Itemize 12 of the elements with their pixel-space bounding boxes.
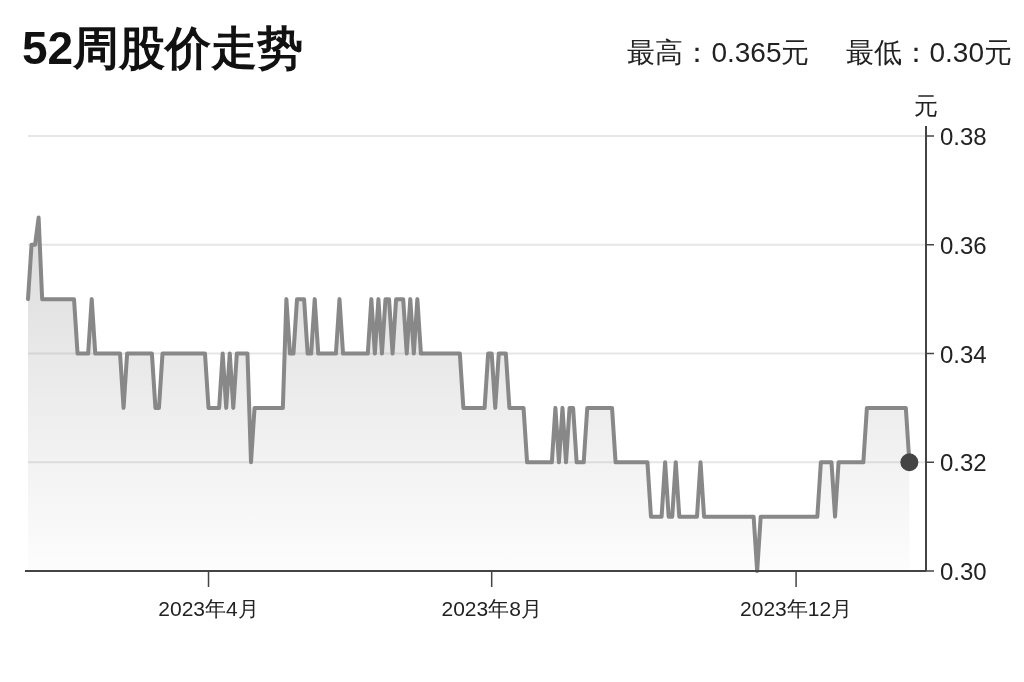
text: 最高：0.365元 — [627, 37, 810, 68]
y-axis-title: 元 — [914, 92, 938, 119]
x-tick-label: 2023年4月 — [158, 597, 259, 620]
y-tick-label: 0.34 — [940, 340, 987, 368]
chart-title: 52周股价走势 — [22, 21, 304, 76]
y-tick-label: 0.38 — [940, 123, 987, 150]
x-tick-label: 2023年12月 — [740, 597, 853, 620]
text: 最低：0.30元 — [845, 37, 1012, 68]
y-tick-label: 0.30 — [940, 558, 987, 585]
y-tick-label: 0.36 — [940, 231, 987, 259]
y-tick-label: 0.32 — [940, 449, 987, 477]
x-tick-label: 2023年8月 — [441, 597, 542, 620]
